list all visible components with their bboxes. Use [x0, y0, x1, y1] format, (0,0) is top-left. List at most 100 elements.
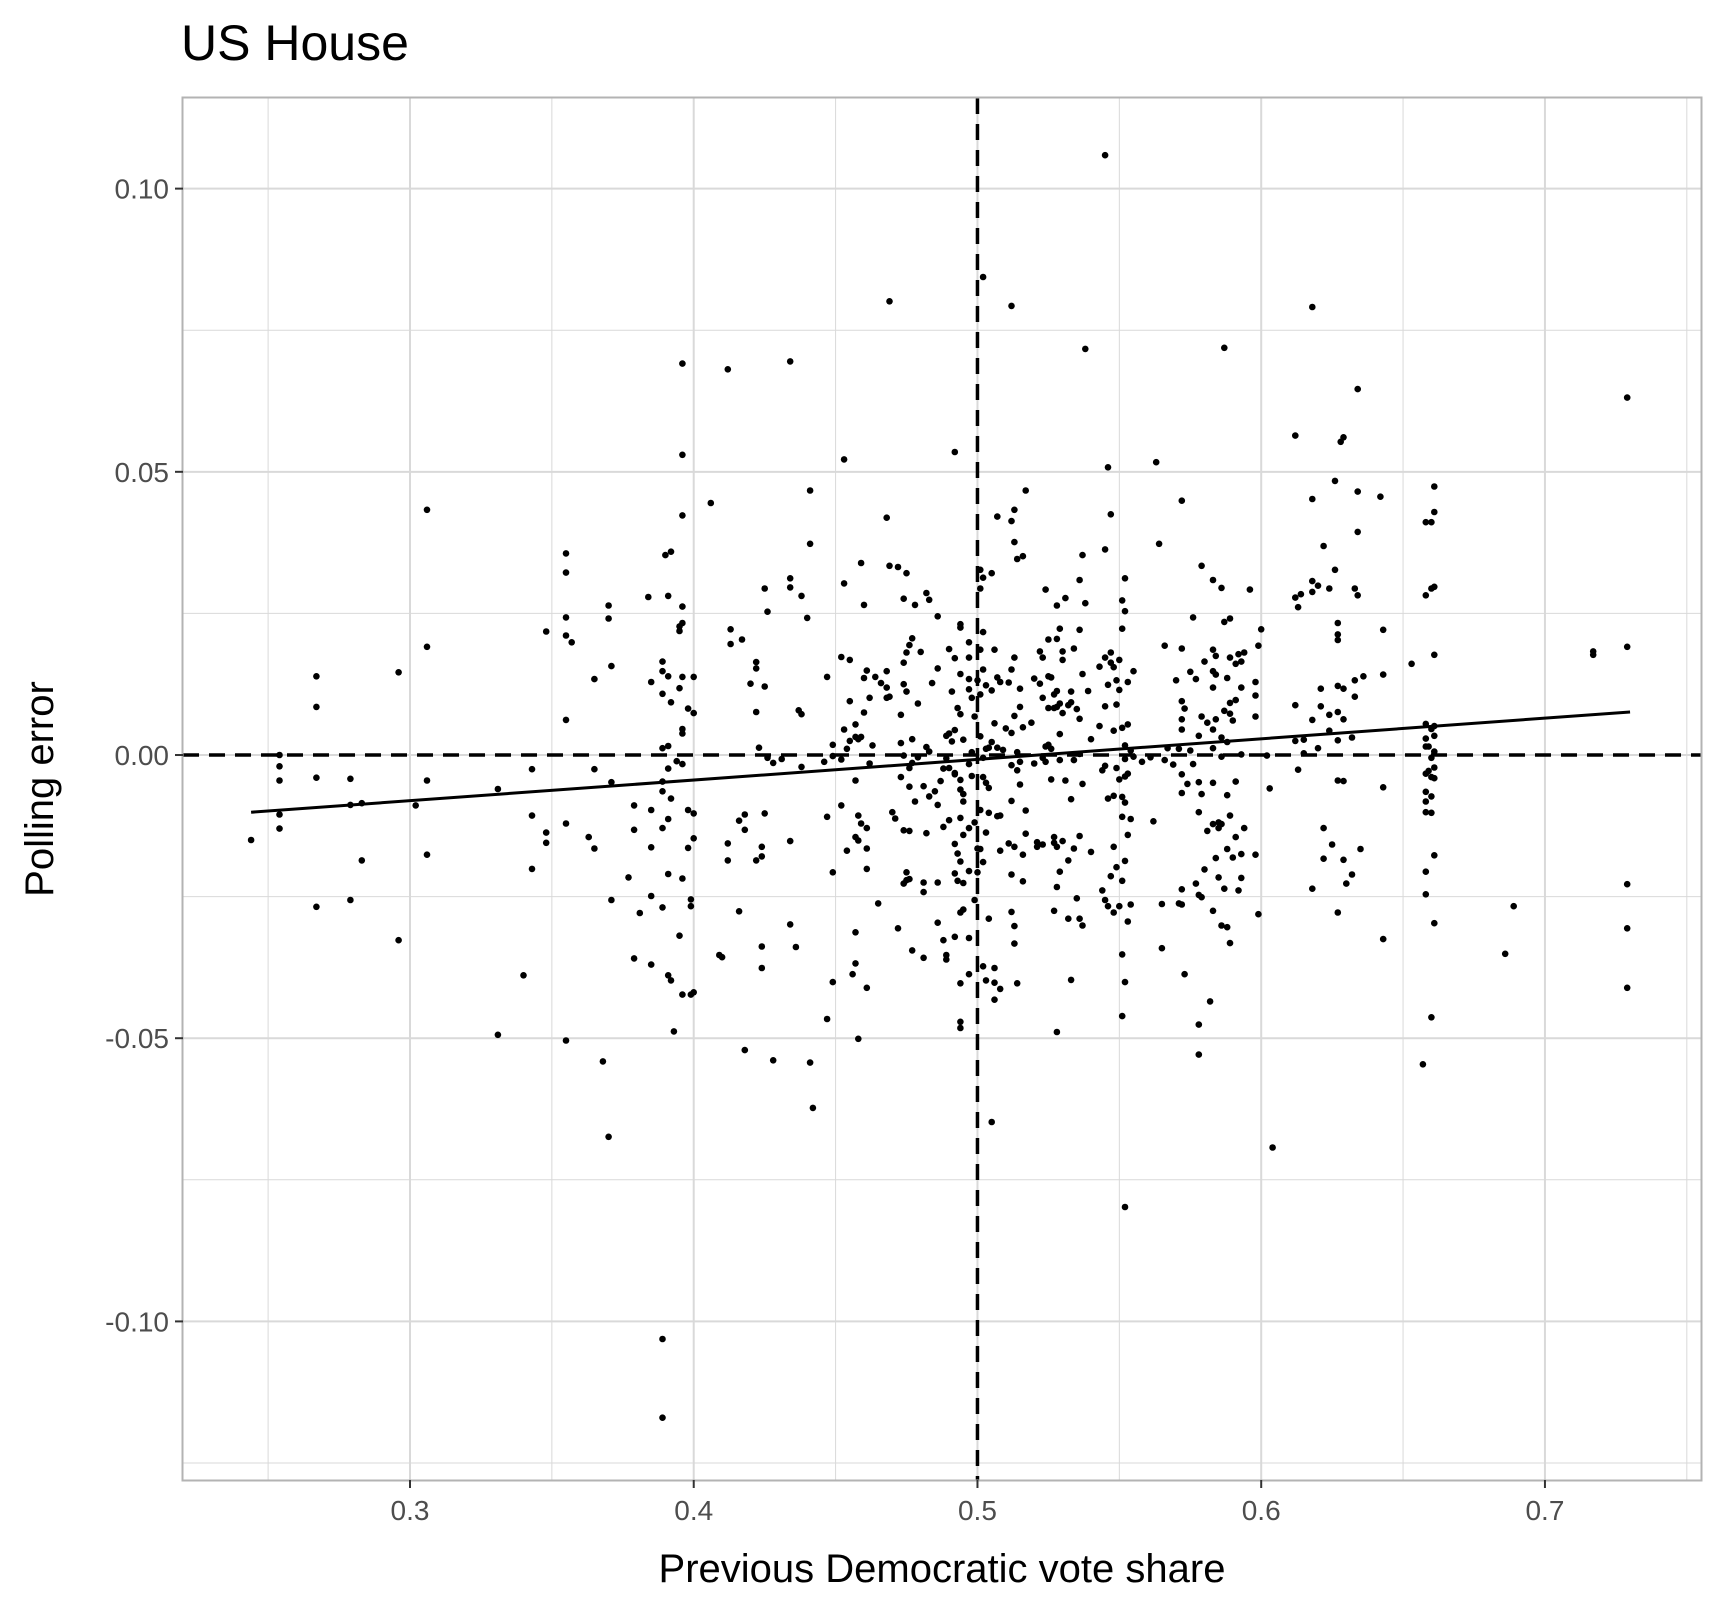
data-point	[1011, 940, 1018, 947]
data-point	[608, 778, 615, 786]
data-point	[869, 742, 876, 749]
data-point	[1152, 458, 1160, 466]
data-point	[855, 1035, 862, 1043]
data-point	[1422, 788, 1430, 796]
data-point	[1221, 344, 1228, 352]
data-point	[1005, 679, 1012, 686]
data-point	[1428, 793, 1435, 800]
data-point	[931, 788, 939, 795]
data-point	[1292, 737, 1299, 745]
data-point	[965, 654, 973, 661]
data-point	[1099, 887, 1106, 894]
data-point	[1008, 666, 1015, 673]
data-point	[1107, 649, 1115, 656]
y-tick-label: 0.00	[115, 740, 170, 771]
data-point	[951, 726, 959, 734]
data-point	[1059, 837, 1066, 845]
data-point	[982, 779, 990, 787]
data-point	[886, 562, 893, 570]
data-point	[1070, 756, 1078, 764]
data-point	[846, 737, 854, 745]
data-point	[1226, 654, 1234, 661]
data-point	[1257, 626, 1265, 633]
data-point	[1209, 907, 1217, 915]
y-tick-label: -0.05	[105, 1023, 169, 1054]
data-point	[809, 1104, 817, 1112]
data-point	[1269, 1144, 1276, 1151]
data-point	[1045, 704, 1052, 712]
data-point	[1059, 656, 1066, 664]
data-point	[276, 825, 283, 832]
data-point	[1087, 735, 1095, 743]
data-point	[1022, 807, 1029, 814]
data-point	[1334, 777, 1342, 784]
data-point	[1118, 625, 1126, 632]
data-point	[1246, 586, 1254, 593]
data-point	[1226, 699, 1234, 707]
data-point	[823, 673, 831, 681]
data-point	[945, 816, 953, 824]
data-point	[1042, 758, 1049, 766]
data-point	[874, 900, 882, 907]
data-point	[528, 812, 536, 819]
data-point	[860, 601, 868, 609]
data-point	[747, 680, 754, 687]
data-point	[1116, 656, 1123, 664]
data-point	[1127, 815, 1134, 823]
data-point	[940, 823, 947, 831]
data-point	[659, 690, 666, 698]
data-point	[798, 763, 805, 771]
data-point	[313, 673, 320, 680]
data-point	[1431, 774, 1438, 782]
data-point	[1266, 785, 1273, 792]
data-point	[849, 970, 856, 978]
data-point	[1195, 1021, 1203, 1028]
data-point	[957, 814, 964, 822]
x-axis-ticks: 0.3 0.4 0.5 0.6 0.7	[391, 1480, 1564, 1526]
x-tick-label: 0.3	[391, 1495, 430, 1526]
data-point	[276, 811, 283, 818]
data-point	[792, 943, 800, 951]
data-point	[395, 936, 402, 944]
data-point	[1039, 841, 1046, 848]
data-point	[1118, 597, 1126, 604]
data-point	[1002, 725, 1010, 732]
data-point	[684, 806, 692, 814]
data-point	[863, 865, 871, 873]
data-point	[1053, 883, 1061, 891]
data-point	[1431, 764, 1438, 771]
data-point	[1221, 707, 1228, 715]
data-point	[1011, 654, 1018, 661]
data-point	[1067, 688, 1075, 695]
data-point	[1039, 694, 1046, 702]
data-point	[761, 683, 768, 690]
data-point	[1053, 687, 1061, 695]
data-point	[1223, 791, 1231, 799]
data-point	[1238, 751, 1245, 758]
data-point	[1076, 915, 1083, 922]
data-point	[1331, 566, 1339, 574]
data-point	[647, 892, 655, 900]
data-point	[1011, 922, 1018, 930]
data-point	[1235, 887, 1242, 894]
data-point	[1212, 716, 1220, 723]
data-point	[494, 1031, 502, 1039]
data-point	[1292, 432, 1299, 439]
data-point	[1187, 668, 1194, 676]
data-point	[412, 802, 420, 809]
data-point	[664, 870, 672, 878]
data-point	[965, 639, 973, 646]
data-point	[679, 991, 686, 998]
data-point	[994, 744, 1001, 751]
data-point	[977, 566, 984, 574]
data-point	[1223, 674, 1231, 682]
data-point	[1121, 742, 1129, 749]
data-point	[1357, 845, 1364, 853]
data-point	[1013, 748, 1021, 756]
data-point	[1050, 907, 1058, 915]
data-point	[1008, 517, 1015, 525]
data-point	[1079, 551, 1086, 559]
